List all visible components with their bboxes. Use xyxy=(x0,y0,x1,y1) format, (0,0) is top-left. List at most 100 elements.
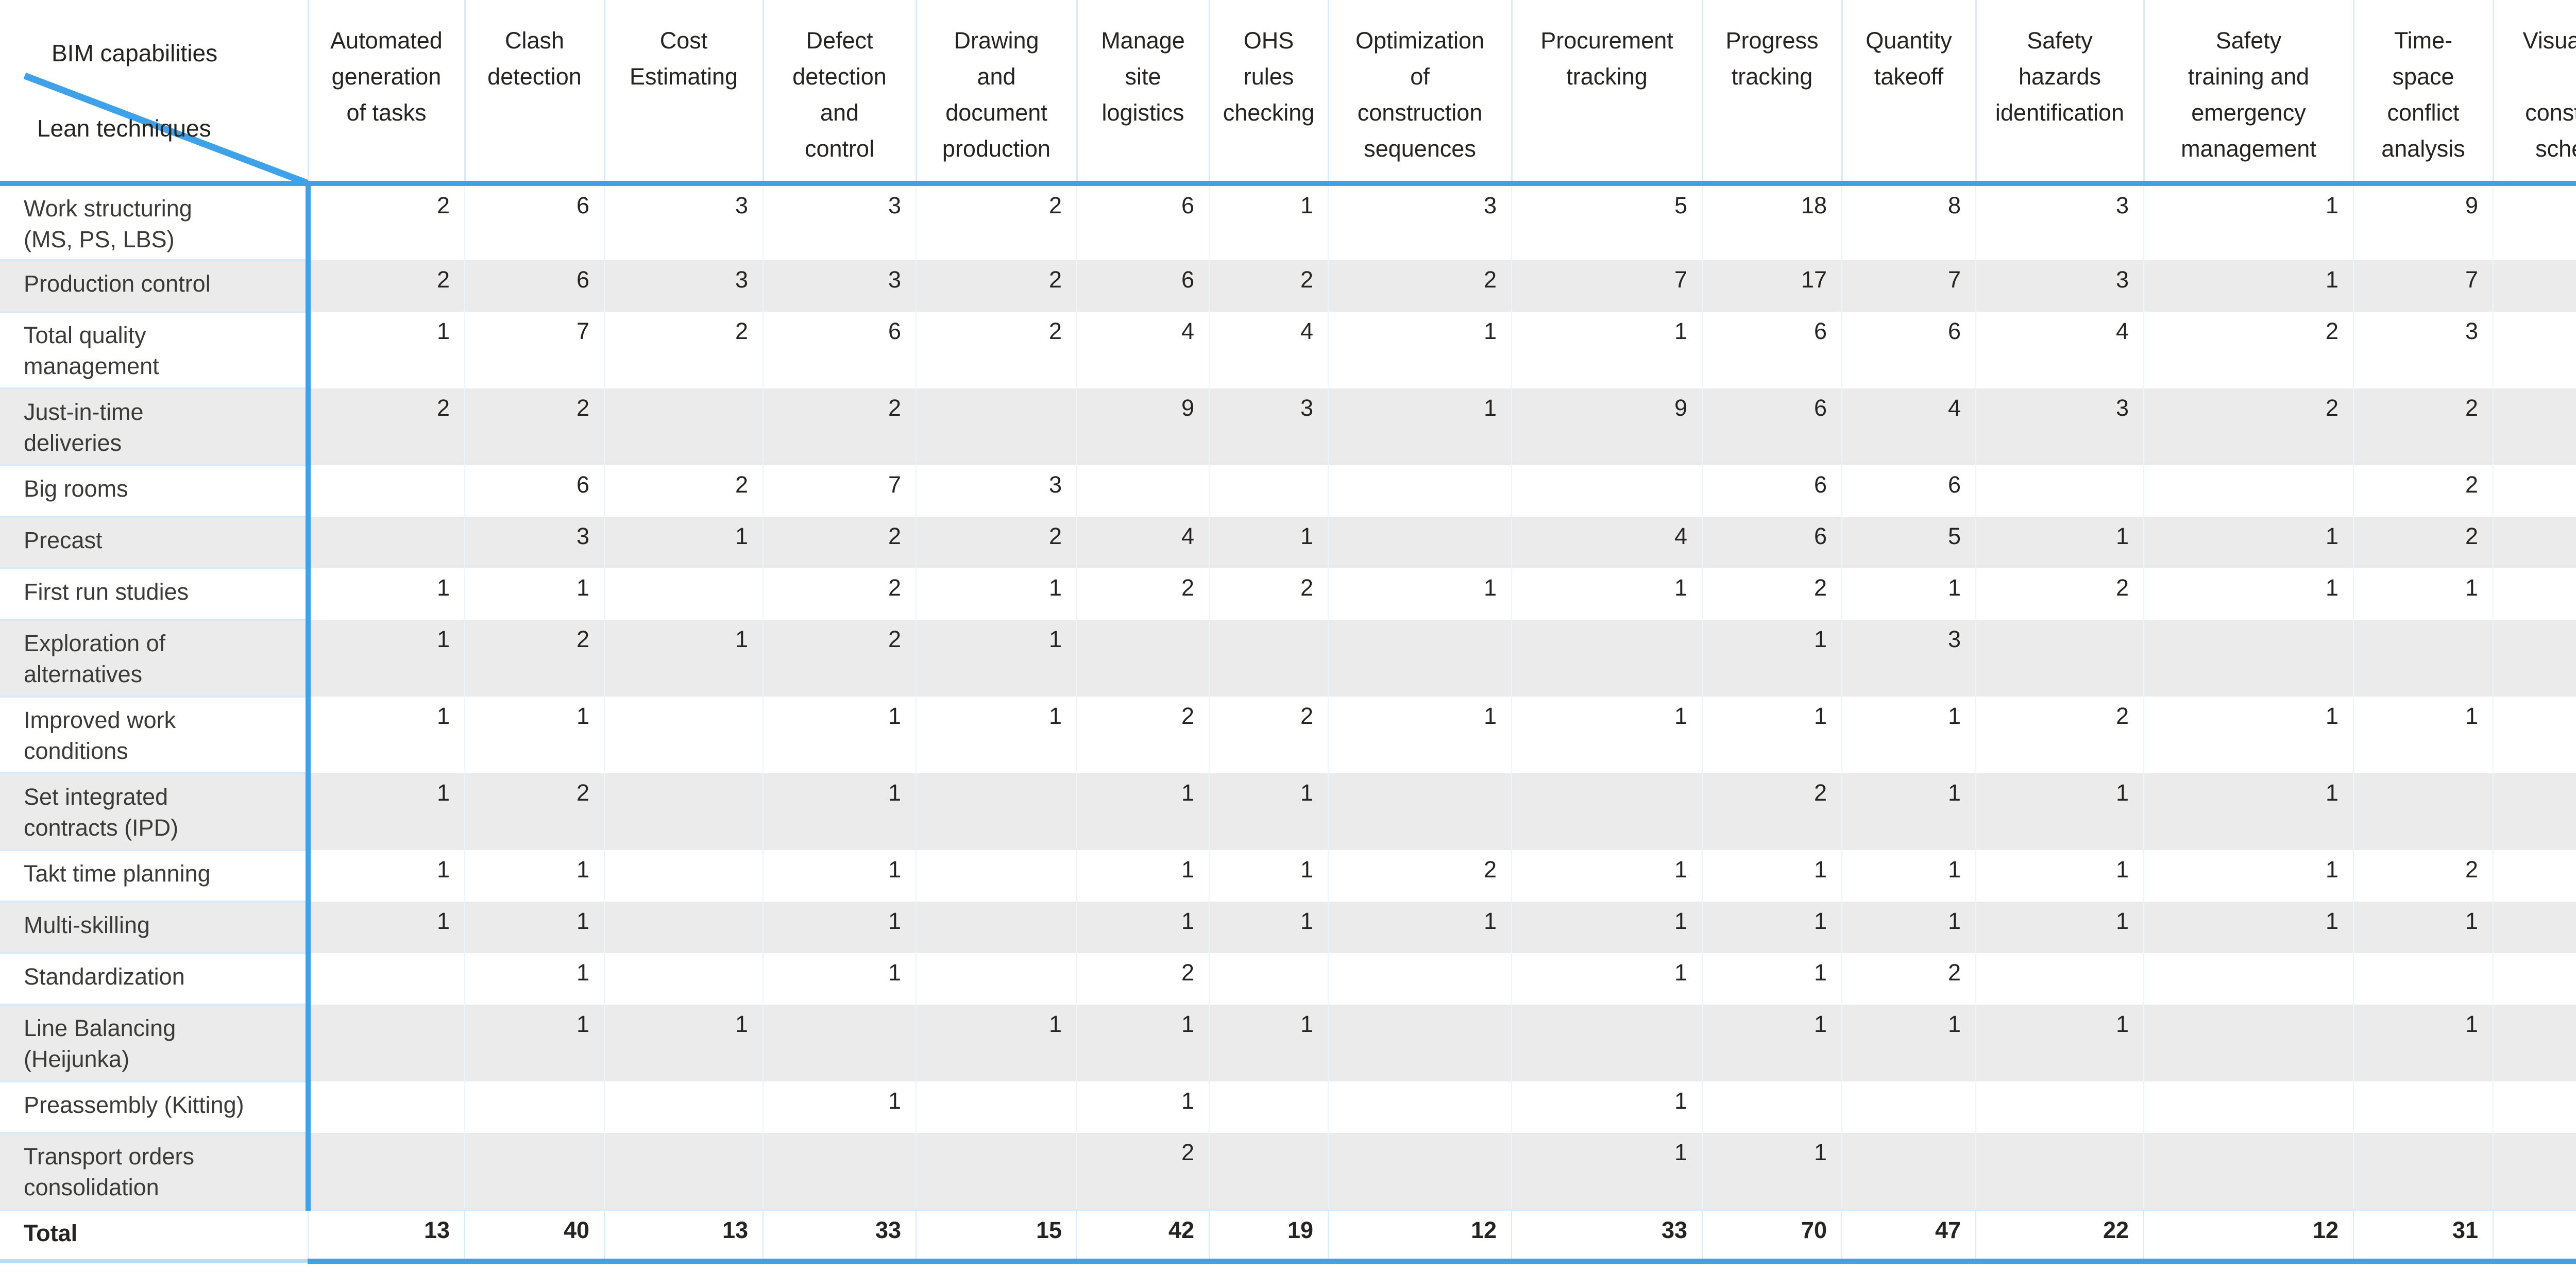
data-cell xyxy=(1975,1133,2144,1210)
column-header-safety-training-and-emergency-management[interactable]: Safety training and emergency management xyxy=(2143,0,2353,186)
data-cell: 2 xyxy=(1076,953,1209,1005)
data-cell: 1 xyxy=(916,568,1077,620)
data-cell: 1 xyxy=(1209,773,1328,850)
data-cell: 1 xyxy=(1511,312,1702,388)
data-cell: 6 xyxy=(1702,465,1842,517)
data-cell: 1 xyxy=(2143,517,2353,568)
data-cell xyxy=(1328,517,1512,568)
data-cell: 1 xyxy=(306,568,465,620)
table-row-production-control: Production control263326227177317171297 xyxy=(0,259,2576,312)
column-header-automated-generation-of-tasks[interactable]: Automated generation of tasks xyxy=(307,0,465,186)
data-cell xyxy=(604,1133,763,1210)
data-cell: 2 xyxy=(1209,568,1328,620)
row-label-line: Exploration of xyxy=(24,630,166,656)
column-header-time-space-conflict-analysis[interactable]: Time-space conflict analysis xyxy=(2352,0,2493,186)
column-header-line: of tasks xyxy=(346,99,427,126)
column-total-cell: 22 xyxy=(1975,1209,2144,1264)
data-cell: 7 xyxy=(1511,260,1702,312)
data-cell: 1 xyxy=(2493,902,2576,953)
data-cell: 1 xyxy=(1702,902,1842,953)
column-total-cell: 70 xyxy=(1702,1209,1842,1264)
row-label-line: contracts (IPD) xyxy=(24,815,179,841)
column-header-safety-hazards-identification[interactable]: Safety hazards identification xyxy=(1975,0,2144,186)
table-row-total-quality-management: Total qualitymanagement17262441166423776… xyxy=(0,311,2576,388)
column-header-line: management xyxy=(2181,135,2316,162)
data-cell xyxy=(1841,1133,1976,1210)
column-header-optimization-of-construction-sequences[interactable]: Optimization of construction sequences xyxy=(1327,0,1512,186)
data-cell: 4 xyxy=(2493,620,2576,697)
data-cell: 2 xyxy=(2353,465,2493,517)
data-cell: 6 xyxy=(1841,312,1976,388)
data-cell: 1 xyxy=(1511,953,1702,1005)
row-label-line: management xyxy=(24,353,159,379)
data-cell xyxy=(1328,620,1512,697)
column-header-line: OHS xyxy=(1243,27,1294,54)
row-label: Transport orders consolidation xyxy=(0,1132,308,1210)
data-cell: 2 xyxy=(1702,773,1842,850)
data-cell: 3 xyxy=(762,182,916,260)
data-cell: 2 xyxy=(762,620,916,697)
column-header-progress-tracking[interactable]: Progress tracking xyxy=(1701,0,1842,186)
data-cell: 2 xyxy=(306,388,465,465)
data-cell: 1 xyxy=(2353,902,2493,953)
table-row-first-run-studies: First run studies11212211212114224 xyxy=(0,567,2576,620)
data-cell: 6 xyxy=(464,465,604,517)
column-header-procurement-tracking[interactable]: Procurement tracking xyxy=(1511,0,1702,186)
row-label-line: Production control xyxy=(24,270,211,297)
column-header-defect-detection-and-control[interactable]: Defect detection and control xyxy=(762,0,916,186)
data-cell: 1 xyxy=(2353,697,2493,773)
data-cell: 1 xyxy=(2353,568,2493,620)
table-row-big-rooms: Big rooms627366271049 xyxy=(0,464,2576,517)
data-cell: 6 xyxy=(1702,388,1842,465)
data-cell: 1 xyxy=(1511,697,1702,773)
row-label-line: Big rooms xyxy=(24,476,128,502)
data-cell: 1 xyxy=(1702,1005,1842,1081)
column-header-line: generation xyxy=(331,63,442,90)
table-row-improved-work-conditions: Improved workconditions11112211112112119 xyxy=(0,696,2576,773)
column-header-line: Procurement xyxy=(1540,27,1673,54)
data-cell xyxy=(604,568,763,620)
data-cell: 2 xyxy=(464,388,604,465)
diagonal-divider-line xyxy=(23,72,308,183)
column-header-cost-estimating[interactable]: Cost Estimating xyxy=(603,0,763,186)
column-header-visualization-of-construction-schedules[interactable]: Visualization of construction schedules xyxy=(2492,0,2576,186)
data-cell xyxy=(916,953,1077,1005)
column-header-manage-site-logistics[interactable]: Manage site logistics xyxy=(1076,0,1209,186)
data-cell xyxy=(1975,620,2144,697)
data-cell: 5 xyxy=(1841,517,1976,568)
data-cell: 1 xyxy=(2143,697,2353,773)
data-cell xyxy=(916,850,1077,902)
data-cell xyxy=(1328,1133,1512,1210)
column-header-line: space xyxy=(2392,63,2454,90)
column-header-quantity-takeoff[interactable]: Quantity takeoff xyxy=(1841,0,1976,186)
data-cell xyxy=(762,1133,916,1210)
table-row-line-balancing-heijunka: Line Balancing(Heijunka)1111111111111 xyxy=(0,1004,2576,1081)
data-cell xyxy=(1209,1081,1328,1133)
column-header-line: document xyxy=(945,99,1047,126)
data-cell xyxy=(916,773,1077,850)
data-cell xyxy=(1702,1081,1842,1133)
column-header-line: training and xyxy=(2188,63,2310,90)
data-cell: 1 xyxy=(2143,850,2353,902)
column-header-line: hazards xyxy=(2018,63,2102,90)
data-cell: 2 xyxy=(916,260,1077,312)
column-total-cell: 15 xyxy=(916,1209,1077,1264)
row-label-line: consolidation xyxy=(24,1174,159,1200)
data-cell: 2 xyxy=(1209,260,1328,312)
data-cell: 1 xyxy=(1841,773,1976,850)
data-cell: 1 xyxy=(1076,902,1209,953)
column-header-line: of xyxy=(1410,63,1430,90)
data-cell: 1 xyxy=(1975,850,2144,902)
data-cell: 1 xyxy=(1328,312,1512,388)
column-header-ohs-rules-checking[interactable]: OHS rules checking xyxy=(1208,0,1328,186)
row-label: Exploration of alternatives xyxy=(0,619,308,697)
data-cell: 6 xyxy=(464,182,604,260)
row-label: Multi-skilling xyxy=(0,901,308,953)
data-cell: 2 xyxy=(604,312,763,388)
column-header-drawing-and-document-production[interactable]: Drawing and document production xyxy=(915,0,1077,186)
row-label: Big rooms xyxy=(0,464,308,517)
data-cell: 1 xyxy=(1975,1005,2144,1081)
column-header-line: Manage xyxy=(1101,27,1185,54)
column-header-clash-detection[interactable]: Clash detection xyxy=(464,0,604,186)
data-cell xyxy=(604,773,763,850)
